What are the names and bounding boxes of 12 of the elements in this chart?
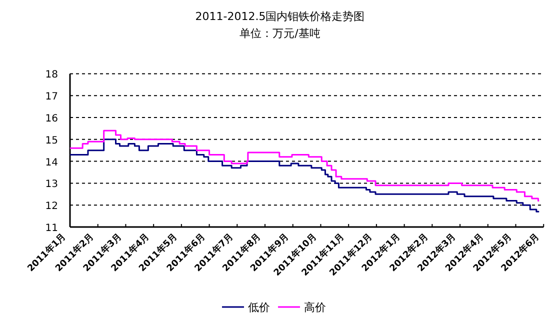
legend: 高价: [304, 301, 326, 314]
ytick: 11: [45, 223, 58, 234]
ytick: 14: [45, 157, 58, 168]
ytick: 16: [45, 114, 58, 124]
ytick: 15: [45, 135, 58, 146]
title: 2011-2012.5国内钼铁价格走势图: [195, 10, 365, 23]
ytick: 17: [45, 92, 58, 103]
ytick: 13: [45, 179, 58, 190]
ytick: 12: [45, 201, 58, 212]
subtitle: 单位：万元/基吨: [240, 27, 320, 40]
legend: 低价: [248, 301, 270, 314]
ytick: 18: [45, 70, 58, 81]
